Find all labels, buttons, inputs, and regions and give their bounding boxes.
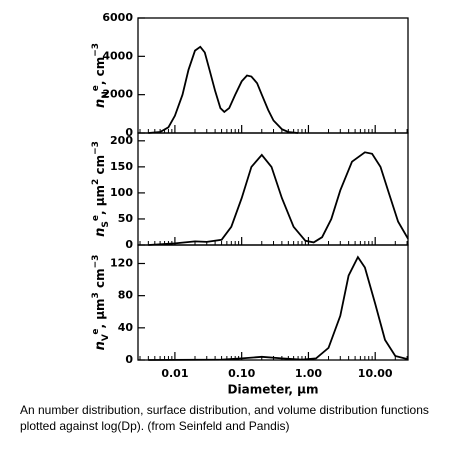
plot-frame: [137, 244, 409, 361]
y-label-part: −3: [91, 141, 101, 155]
plot-frame: [137, 17, 409, 134]
y-tick-label: 80: [118, 289, 134, 302]
y-label-part: n: [93, 228, 108, 237]
y-label-part: V: [101, 334, 111, 341]
y-tick-label: 2000: [102, 88, 133, 101]
y-label-part: cm: [93, 155, 107, 179]
y-tick-label: 6000: [102, 11, 133, 24]
y-label-part: N: [101, 91, 111, 99]
y-tick-label: 50: [118, 212, 134, 225]
y-label-part: e: [91, 85, 101, 91]
y-label-part: , cm: [93, 57, 107, 85]
curve: [148, 45, 299, 134]
x-tick-label: 0.10: [228, 367, 255, 380]
y-tick-label: 40: [118, 321, 134, 334]
y-axis-label: nNe, cm−3: [91, 43, 111, 108]
y-label-part: −3: [91, 43, 101, 57]
curve: [148, 255, 409, 361]
y-label-part: , μm: [93, 298, 107, 328]
y-label-part: 3: [91, 292, 101, 298]
y-label-part: , μm: [93, 185, 107, 215]
caption-line: plotted against log(Dp). (from Seinfeld …: [20, 419, 290, 433]
y-axis-label: nVe, μm3 cm−3: [91, 255, 111, 351]
caption-line: An number distribution, surface distribu…: [20, 403, 429, 417]
y-tick-label: 150: [110, 160, 133, 173]
plot-frame: [137, 132, 409, 246]
y-label-part: n: [93, 341, 108, 350]
y-tick-label: 0: [125, 238, 133, 251]
y-tick-label: 100: [110, 186, 133, 199]
curve: [148, 151, 409, 246]
y-label-part: S: [101, 221, 111, 227]
y-tick-label: 120: [110, 256, 133, 269]
y-tick-label: 0: [125, 126, 133, 139]
y-label-part: e: [91, 215, 101, 221]
caption: An number distribution, surface distribu…: [20, 402, 429, 434]
y-axis-label: nSe, μm2 cm−3: [91, 141, 111, 237]
y-label-part: e: [91, 329, 101, 335]
y-tick-label: 200: [110, 134, 133, 147]
x-tick-label: 0.01: [161, 367, 188, 380]
x-axis-label: Diameter, μm: [228, 383, 319, 397]
y-label-part: 2: [91, 179, 101, 185]
y-label-part: n: [93, 99, 108, 108]
y-label-part: cm: [93, 268, 107, 292]
y-tick-label: 4000: [102, 49, 133, 62]
x-tick-label: 1.00: [295, 367, 322, 380]
y-tick-label: 0: [125, 353, 133, 366]
x-tick-label: 10.00: [358, 367, 393, 380]
y-label-part: −3: [91, 255, 101, 269]
